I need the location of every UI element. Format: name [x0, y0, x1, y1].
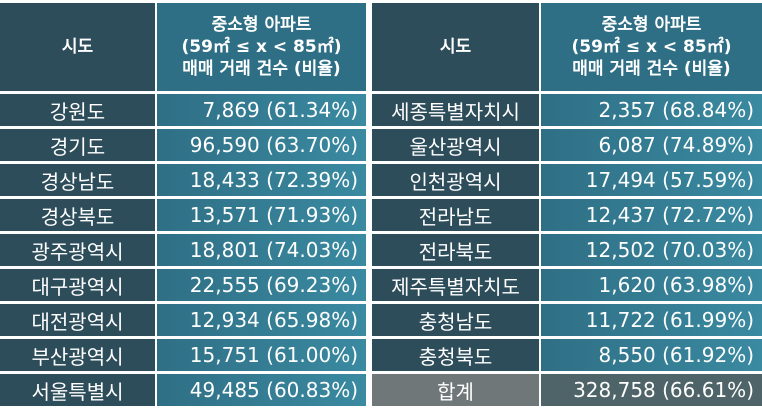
table-row: 광주광역시 18,801 (74.03%): [0, 234, 366, 266]
region-cell: 세종특별자치시: [372, 94, 539, 126]
value-cell: 49,485 (60.83%): [155, 374, 366, 406]
value-cell: 2,357 (68.84%): [539, 94, 762, 126]
value-cell: 18,433 (72.39%): [155, 164, 366, 196]
table-row: 부산광역시 15,751 (61.00%): [0, 339, 366, 371]
table-row: 대전광역시 12,934 (65.98%): [0, 304, 366, 336]
table-row: 전라남도 12,437 (72.72%): [372, 199, 762, 231]
value-cell: 15,751 (61.00%): [155, 339, 366, 371]
region-cell: 제주특별자치도: [372, 269, 539, 301]
region-cell: 강원도: [0, 94, 155, 126]
region-cell: 울산광역시: [372, 129, 539, 161]
header-value: 중소형 아파트 (59㎡ ≤ x < 85㎡) 매매 거래 건수 (비율): [155, 3, 366, 91]
header-value-line3: 매매 거래 건수 (비율): [572, 59, 731, 79]
header-region: 시도: [372, 3, 539, 91]
table-row: 대구광역시 22,555 (69.23%): [0, 269, 366, 301]
value-cell: 7,869 (61.34%): [155, 94, 366, 126]
header-value-line1: 중소형 아파트: [601, 15, 702, 35]
region-cell: 충청북도: [372, 339, 539, 371]
value-cell: 22,555 (69.23%): [155, 269, 366, 301]
header-region: 시도: [0, 3, 155, 91]
table-row: 강원도 7,869 (61.34%): [0, 94, 366, 126]
value-cell: 96,590 (63.70%): [155, 129, 366, 161]
region-cell: 전라남도: [372, 199, 539, 231]
table-row: 제주특별자치도 1,620 (63.98%): [372, 269, 762, 301]
region-cell: 경상북도: [0, 199, 155, 231]
table-row: 인천광역시 17,494 (57.59%): [372, 164, 762, 196]
table-row: 경기도 96,590 (63.70%): [0, 129, 366, 161]
region-cell: 부산광역시: [0, 339, 155, 371]
header-value-line2: (59㎡ ≤ x < 85㎡): [181, 37, 342, 57]
region-cell: 인천광역시: [372, 164, 539, 196]
header-row: 시도 중소형 아파트 (59㎡ ≤ x < 85㎡) 매매 거래 건수 (비율): [0, 3, 366, 91]
total-label-cell: 합계: [372, 374, 539, 406]
table-row: 전라북도 12,502 (70.03%): [372, 234, 762, 266]
value-cell: 1,620 (63.98%): [539, 269, 762, 301]
right-table: 시도 중소형 아파트 (59㎡ ≤ x < 85㎡) 매매 거래 건수 (비율)…: [372, 0, 762, 409]
table-row: 경상남도 18,433 (72.39%): [0, 164, 366, 196]
header-value-line3: 매매 거래 건수 (비율): [182, 59, 341, 79]
table-row: 세종특별자치시 2,357 (68.84%): [372, 94, 762, 126]
table-row: 경상북도 13,571 (71.93%): [0, 199, 366, 231]
value-cell: 11,722 (61.99%): [539, 304, 762, 336]
value-cell: 12,502 (70.03%): [539, 234, 762, 266]
region-cell: 경기도: [0, 129, 155, 161]
table-row: 서울특별시 49,485 (60.83%): [0, 374, 366, 406]
value-cell: 6,087 (74.89%): [539, 129, 762, 161]
region-cell: 경상남도: [0, 164, 155, 196]
value-cell: 12,437 (72.72%): [539, 199, 762, 231]
header-value-line2: (59㎡ ≤ x < 85㎡): [571, 37, 732, 57]
left-table: 시도 중소형 아파트 (59㎡ ≤ x < 85㎡) 매매 거래 건수 (비율)…: [0, 0, 366, 409]
table-row: 울산광역시 6,087 (74.89%): [372, 129, 762, 161]
region-cell: 전라북도: [372, 234, 539, 266]
total-value-cell: 328,758 (66.61%): [539, 374, 762, 406]
header-row: 시도 중소형 아파트 (59㎡ ≤ x < 85㎡) 매매 거래 건수 (비율): [372, 3, 762, 91]
value-cell: 13,571 (71.93%): [155, 199, 366, 231]
value-cell: 18,801 (74.03%): [155, 234, 366, 266]
region-cell: 대전광역시: [0, 304, 155, 336]
region-cell: 충청남도: [372, 304, 539, 336]
header-value-line1: 중소형 아파트: [211, 15, 312, 35]
total-row: 합계 328,758 (66.61%): [372, 374, 762, 406]
header-value: 중소형 아파트 (59㎡ ≤ x < 85㎡) 매매 거래 건수 (비율): [539, 3, 762, 91]
region-cell: 대구광역시: [0, 269, 155, 301]
value-cell: 17,494 (57.59%): [539, 164, 762, 196]
value-cell: 12,934 (65.98%): [155, 304, 366, 336]
table-row: 충청북도 8,550 (61.92%): [372, 339, 762, 371]
region-cell: 광주광역시: [0, 234, 155, 266]
table-row: 충청남도 11,722 (61.99%): [372, 304, 762, 336]
value-cell: 8,550 (61.92%): [539, 339, 762, 371]
region-cell: 서울특별시: [0, 374, 155, 406]
